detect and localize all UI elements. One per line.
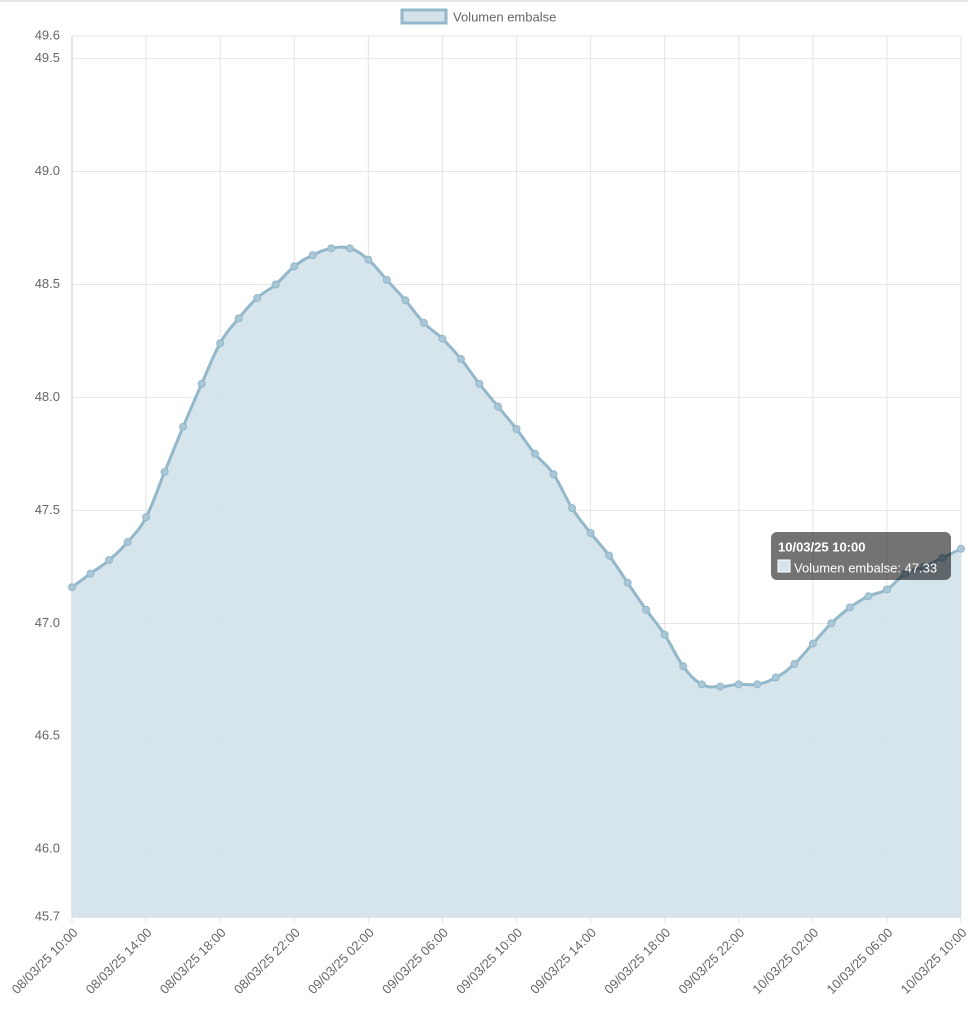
point (493, 402, 502, 411)
y-tick-label: 49.5 (35, 50, 60, 65)
x-tick-label: 08/03/25 14:00 (83, 925, 155, 997)
y-tick-label: 46.0 (35, 841, 60, 856)
point (716, 682, 725, 691)
x-tick-label: 10/03/25 02:00 (749, 925, 821, 997)
point (123, 538, 132, 547)
x-tick-label: 10/03/25 10:00 (898, 925, 968, 997)
point (438, 334, 447, 343)
y-tick-label: 46.5 (35, 728, 60, 743)
point (790, 659, 799, 668)
point (327, 244, 336, 253)
point (456, 355, 465, 364)
point (216, 339, 225, 348)
y-tick-label: 49.6 (35, 27, 60, 42)
y-tick-label: 45.7 (35, 908, 60, 923)
point (142, 513, 151, 522)
point (808, 639, 817, 648)
x-tick-label: 09/03/25 10:00 (453, 925, 525, 997)
tooltip: 10/03/25 10:00 Volumen embalse: 47.33 (771, 532, 951, 580)
point (253, 294, 262, 303)
point (623, 578, 632, 587)
point (771, 673, 780, 682)
x-tick-label: 09/03/25 14:00 (527, 925, 599, 997)
x-tick-label: 09/03/25 02:00 (305, 925, 377, 997)
point (531, 449, 540, 458)
point (512, 425, 521, 434)
x-tick-label: 09/03/25 06:00 (379, 925, 451, 997)
x-tick-label: 08/03/25 22:00 (231, 925, 303, 997)
x-tick-label: 09/03/25 22:00 (675, 925, 747, 997)
y-tick-label: 48.5 (35, 276, 60, 291)
x-tick-label: 10/03/25 06:00 (824, 925, 896, 997)
point (160, 467, 169, 476)
point (86, 569, 95, 578)
y-tick-label: 47.5 (35, 502, 60, 517)
point (660, 630, 669, 639)
tooltip-title: 10/03/25 10:00 (778, 539, 865, 554)
point (549, 470, 558, 479)
area (72, 246, 961, 917)
point (308, 251, 317, 260)
x-tick-label: 08/03/25 10:00 (9, 925, 81, 997)
point (568, 504, 577, 513)
y-tick-label: 47.0 (35, 615, 60, 630)
point (345, 244, 354, 253)
tooltip-swatch (777, 559, 791, 573)
point (271, 280, 280, 289)
point (290, 262, 299, 271)
point (234, 314, 243, 323)
x-tick-label: 08/03/25 18:00 (157, 925, 229, 997)
point (68, 583, 76, 592)
point (734, 680, 743, 689)
point (179, 422, 188, 431)
point (105, 556, 114, 565)
point (401, 296, 410, 305)
legend-label: Volumen embalse (453, 9, 556, 24)
tooltip-label: Volumen embalse: 47.33 (794, 560, 937, 575)
point (419, 318, 428, 327)
point (642, 605, 651, 614)
point (957, 544, 965, 553)
point (586, 528, 595, 537)
point (864, 592, 873, 601)
point (697, 680, 706, 689)
point (882, 585, 891, 594)
point (364, 255, 373, 264)
point (605, 551, 614, 560)
point (197, 379, 206, 388)
y-tick-label: 48.0 (35, 389, 60, 404)
point (753, 680, 762, 689)
x-tick-label: 09/03/25 18:00 (601, 925, 673, 997)
y-tick-label: 49.0 (35, 163, 60, 178)
point (382, 275, 391, 284)
point (475, 379, 484, 388)
legend-swatch (400, 8, 448, 25)
point (827, 619, 836, 628)
point (679, 662, 688, 671)
point (845, 603, 854, 612)
tooltip-box (771, 532, 951, 580)
